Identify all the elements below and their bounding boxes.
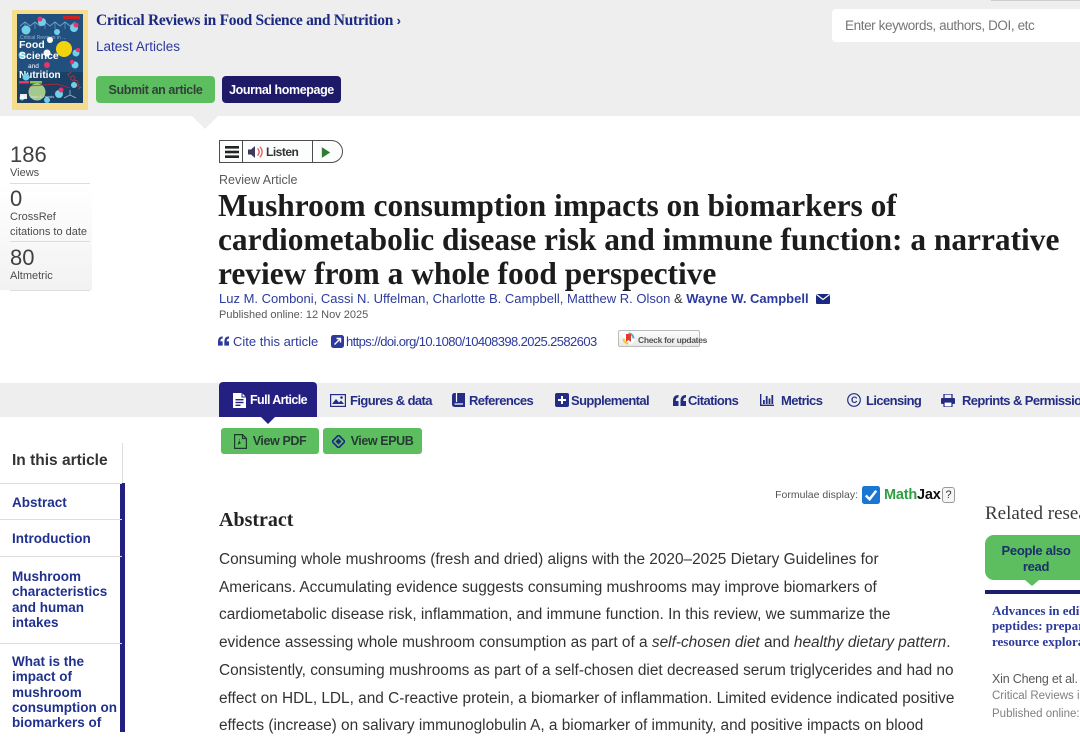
svg-text:Critical Reviews in ...: Critical Reviews in ... [20,35,66,41]
svg-text:C: C [851,395,858,405]
svg-text:and: and [28,63,39,70]
svg-text:Food: Food [19,39,45,51]
svg-text:Taylor & Francis: Taylor & Francis [29,95,54,99]
svg-text:Nutrition: Nutrition [19,70,61,81]
svg-text:Science: Science [19,50,59,62]
